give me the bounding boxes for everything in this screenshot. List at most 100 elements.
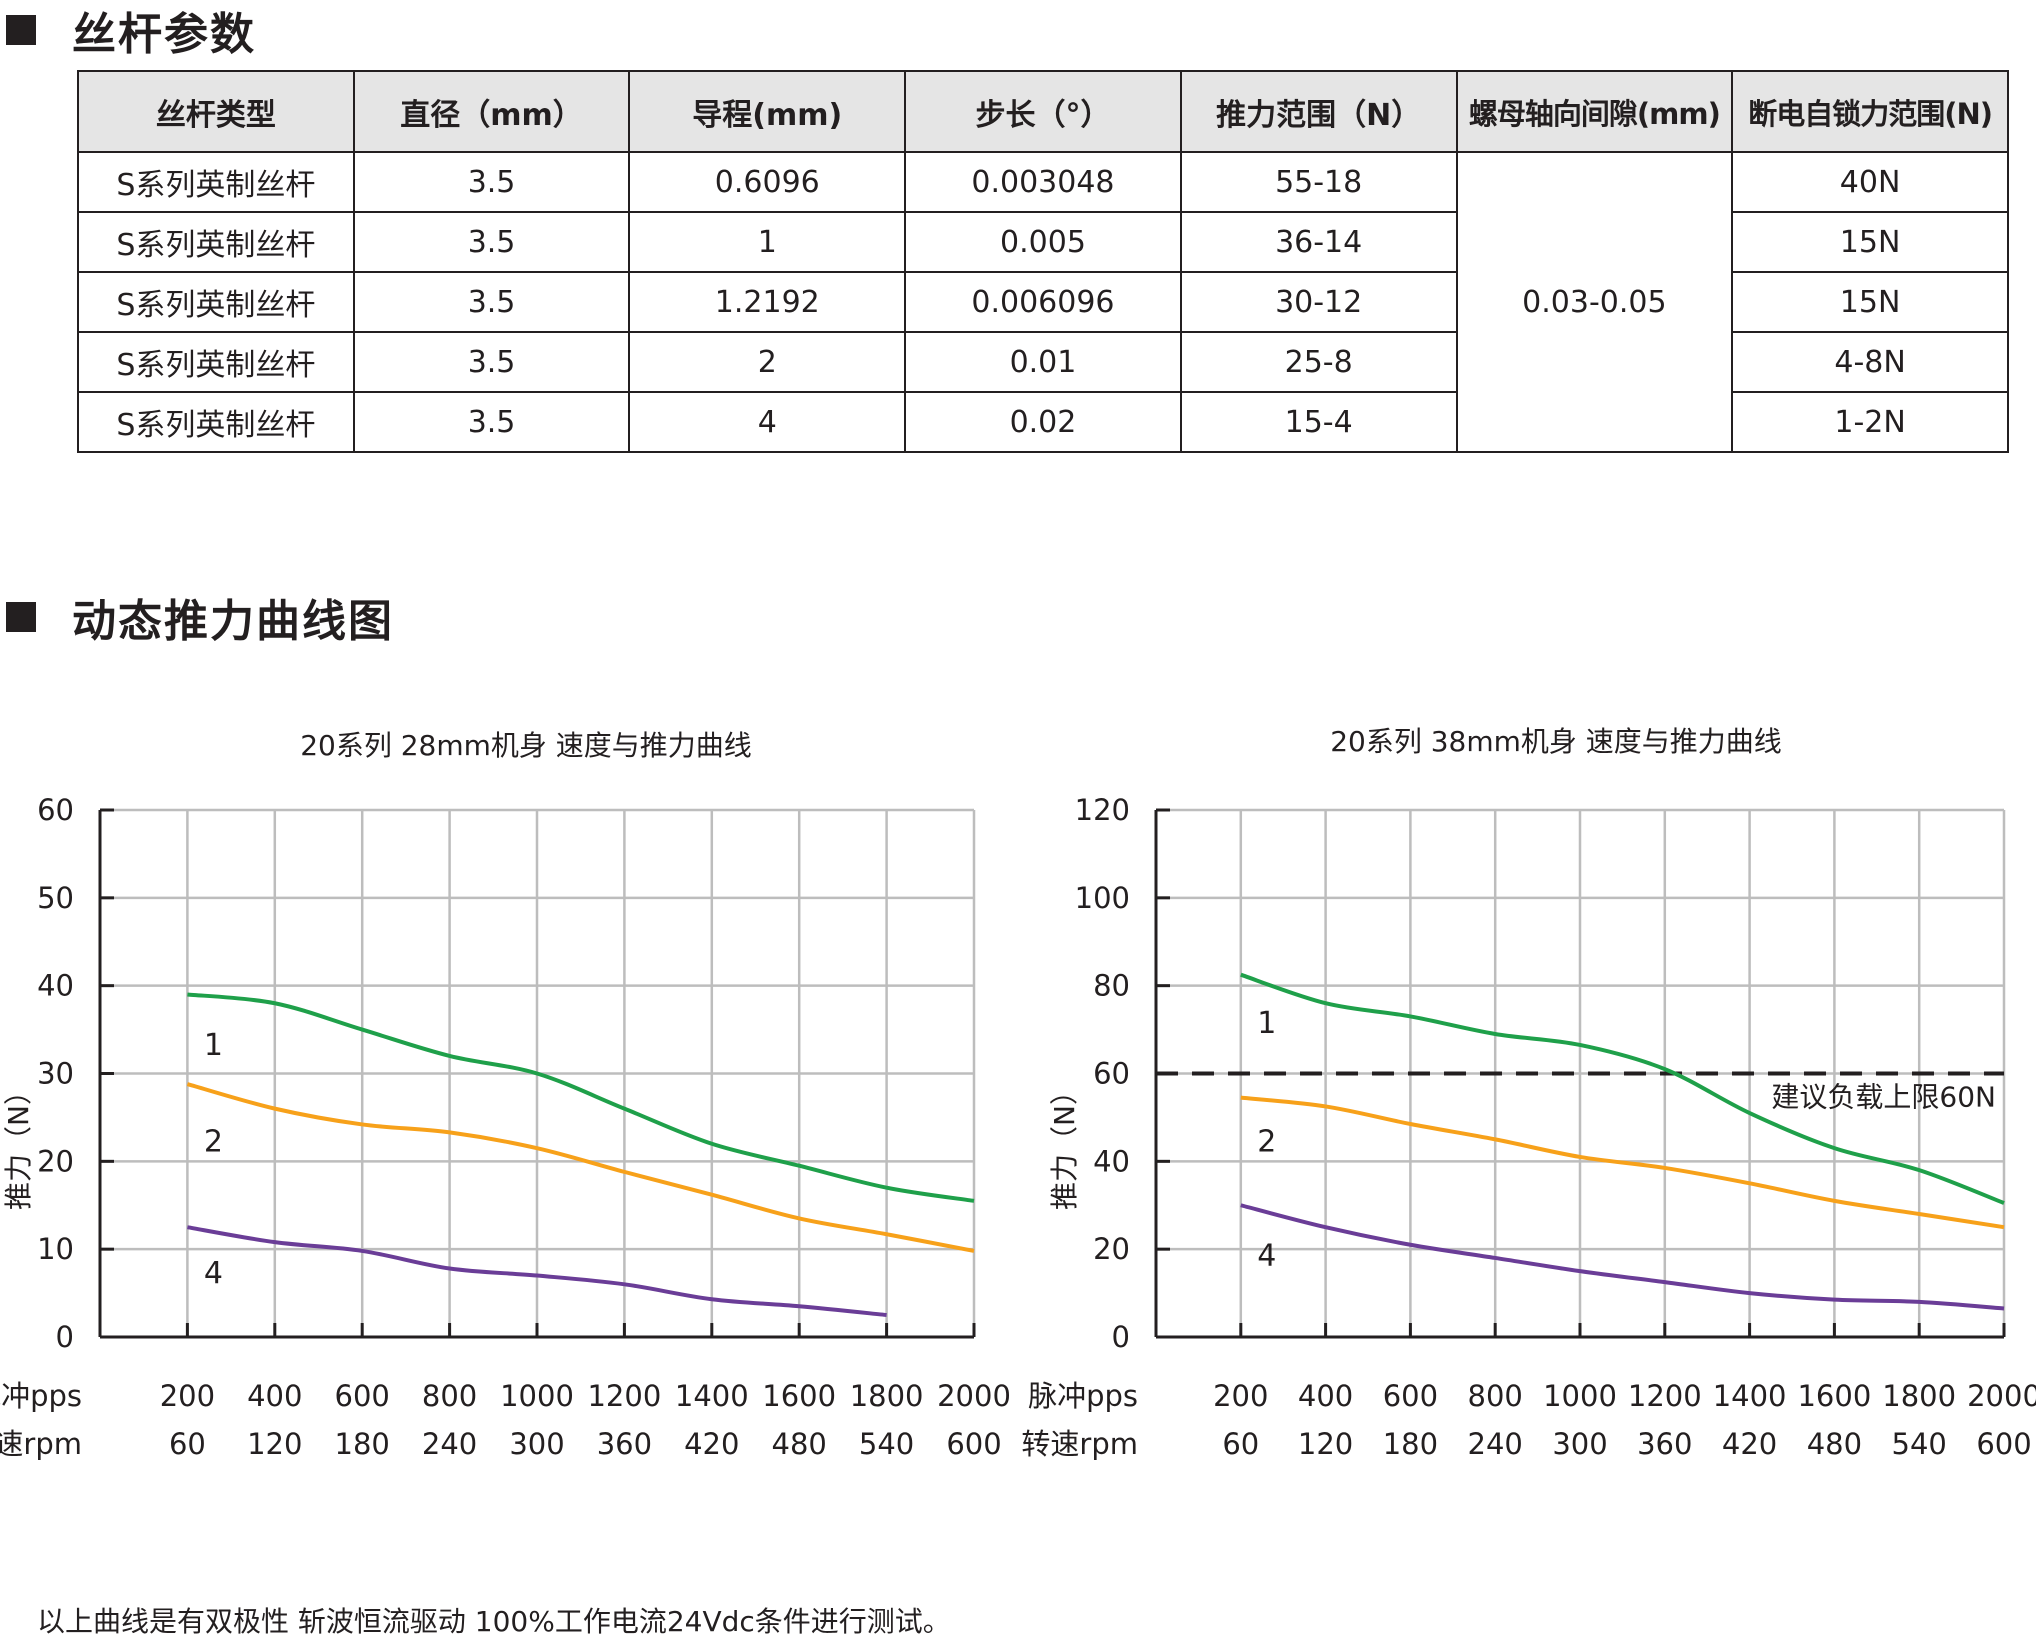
x-tick-label-pps: 800 <box>1468 1379 1523 1413</box>
y-tick-label: 60 <box>1093 1057 1130 1091</box>
header-cell: 直径（mm） <box>352 70 631 153</box>
chart-title-38mm: 20系列 38mm机身 速度与推力曲线 <box>1330 725 1782 758</box>
x-tick-label-pps: 800 <box>422 1379 477 1413</box>
table-cell: 1 <box>628 211 907 273</box>
y-tick-label: 30 <box>37 1057 74 1091</box>
header-cell: 导程(mm) <box>628 70 907 153</box>
header-cell: 推力范围（N） <box>1179 70 1458 153</box>
x-tick-label-rpm: 600 <box>1976 1427 2031 1461</box>
table-cell: S系列英制丝杆 <box>77 271 355 333</box>
x-tick-label-rpm: 600 <box>946 1427 1001 1461</box>
y-tick-label: 80 <box>1093 969 1130 1003</box>
y-axis-label: 推力（N） <box>2 1077 35 1210</box>
x-tick-label-rpm: 60 <box>1222 1427 1259 1461</box>
x-tick-label-rpm: 60 <box>169 1427 206 1461</box>
x-row-label-rpm: 转速rpm <box>1021 1427 1138 1461</box>
header-cell: 螺母轴向间隙(mm) <box>1455 70 1734 153</box>
table-row: S系列英制丝杆 3.5 4 0.02 15-4 1-2N <box>77 391 2009 453</box>
x-tick-label-pps: 1000 <box>500 1379 574 1413</box>
x-tick-label-rpm: 240 <box>422 1427 477 1461</box>
x-tick-label-rpm: 480 <box>772 1427 827 1461</box>
x-tick-label-pps: 2000 <box>1967 1379 2036 1413</box>
x-tick-label-pps: 1800 <box>1882 1379 1956 1413</box>
x-tick-label-pps: 600 <box>1383 1379 1438 1413</box>
y-tick-label: 0 <box>56 1320 74 1354</box>
table-cell: S系列英制丝杆 <box>77 391 355 453</box>
chart-title-28mm: 20系列 28mm机身 速度与推力曲线 <box>300 729 752 762</box>
square-bullet-icon <box>6 602 36 632</box>
series-label: 4 <box>204 1256 223 1291</box>
section-title-text: 丝杆参数 <box>72 9 256 60</box>
y-tick-label: 60 <box>37 793 74 827</box>
x-tick-label-pps: 1400 <box>675 1379 749 1413</box>
table-cell: 2 <box>628 331 907 393</box>
series-line-1 <box>1240 972 2005 1205</box>
table-cell: 0.005 <box>904 211 1182 273</box>
table-row: S系列英制丝杆 3.5 0.6096 0.003048 55-18 0.03-0.05 40… <box>77 151 2009 453</box>
table-cell: 3.5 <box>352 271 631 333</box>
x-tick-label-pps: 1200 <box>1628 1379 1702 1413</box>
y-tick-label: 20 <box>37 1144 74 1178</box>
chart-1: 推力（N） <box>1048 808 2006 1339</box>
series-label: 1 <box>1257 1006 1276 1041</box>
table-cell: S系列英制丝杆 <box>77 151 355 213</box>
table-cell: 0.02 <box>904 391 1182 453</box>
table-cell: S系列英制丝杆 <box>77 331 355 393</box>
x-tick-label-pps: 200 <box>160 1379 215 1413</box>
x-tick-label-rpm: 420 <box>1722 1427 1777 1461</box>
x-tick-label-pps: 400 <box>1298 1379 1353 1413</box>
series-label: 1 <box>204 1028 223 1063</box>
series-line-4 <box>1240 1203 2005 1311</box>
x-row-label-rpm: 转速rpm <box>0 1427 82 1461</box>
y-tick-label: 40 <box>1093 1144 1130 1178</box>
table-cell: 15-4 <box>1179 391 1458 453</box>
footer-note: 以上曲线是有双极性 斩波恒流驱动 100%工作电流24Vdc条件进行测试。 <box>37 1605 951 1638</box>
series-line-2 <box>186 1082 975 1253</box>
table-row: S系列英制丝杆 3.5 1.2192 0.006096 30-12 15N <box>77 271 2009 333</box>
x-tick-label-pps: 1600 <box>1797 1379 1871 1413</box>
series-line-2 <box>1240 1095 2005 1230</box>
x-tick-label-pps: 1400 <box>1713 1379 1787 1413</box>
table-cell: 0.003048 <box>904 151 1182 213</box>
table-header-row: 丝杆类型 直径（mm） 导程(mm) 步长（°） 推力范围（N） 螺母轴向间隙(… <box>77 70 2009 153</box>
y-tick-label: 0 <box>1112 1320 1130 1354</box>
x-tick-label-rpm: 540 <box>1892 1427 1947 1461</box>
series-line-4 <box>187 1225 887 1318</box>
table-cell: 3.5 <box>352 211 631 273</box>
section-title-curves: 动态推力曲线图 <box>6 585 394 649</box>
x-tick-label-pps: 400 <box>247 1379 302 1413</box>
x-tick-label-pps: 1000 <box>1543 1379 1617 1413</box>
y-tick-label: 120 <box>1075 793 1130 827</box>
y-tick-label: 100 <box>1075 881 1130 915</box>
table-cell: 4-8N <box>1731 331 2009 393</box>
chart-0: 推力（N） <box>2 808 976 1339</box>
x-tick-label-rpm: 480 <box>1807 1427 1862 1461</box>
table-cell: 3.5 <box>352 331 631 393</box>
table-cell: 15N <box>1731 271 2009 333</box>
x-tick-label-pps: 200 <box>1213 1379 1268 1413</box>
series-label: 2 <box>204 1124 223 1159</box>
y-tick-label: 50 <box>37 881 74 915</box>
table-cell: 4 <box>628 391 907 453</box>
square-bullet-icon <box>6 15 36 45</box>
x-tick-label-rpm: 300 <box>1552 1427 1607 1461</box>
y-axis-label: 推力（N） <box>1048 1077 1081 1210</box>
header-cell: 断电自锁力范围(N) <box>1731 70 2009 153</box>
reference-line-label: 建议负载上限60N <box>1771 1081 1996 1114</box>
table-cell: 15N <box>1731 211 2009 273</box>
x-tick-label-rpm: 180 <box>1383 1427 1438 1461</box>
series-label: 4 <box>1257 1239 1276 1274</box>
header-cell: 丝杆类型 <box>77 70 355 153</box>
x-tick-label-rpm: 180 <box>335 1427 390 1461</box>
table-row: S系列英制丝杆 3.5 2 0.01 25-8 4-8N <box>77 331 2009 393</box>
table-cell: 55-18 <box>1179 151 1458 213</box>
table-cell: 40N <box>1731 151 2009 213</box>
series-label: 2 <box>1257 1124 1276 1159</box>
table-cell: 36-14 <box>1179 211 1458 273</box>
table-cell: 25-8 <box>1179 331 1458 393</box>
section-title-text: 动态推力曲线图 <box>72 596 394 647</box>
x-tick-label-rpm: 120 <box>247 1427 302 1461</box>
table-cell: 0.01 <box>904 331 1182 393</box>
y-tick-label: 20 <box>1093 1232 1130 1266</box>
